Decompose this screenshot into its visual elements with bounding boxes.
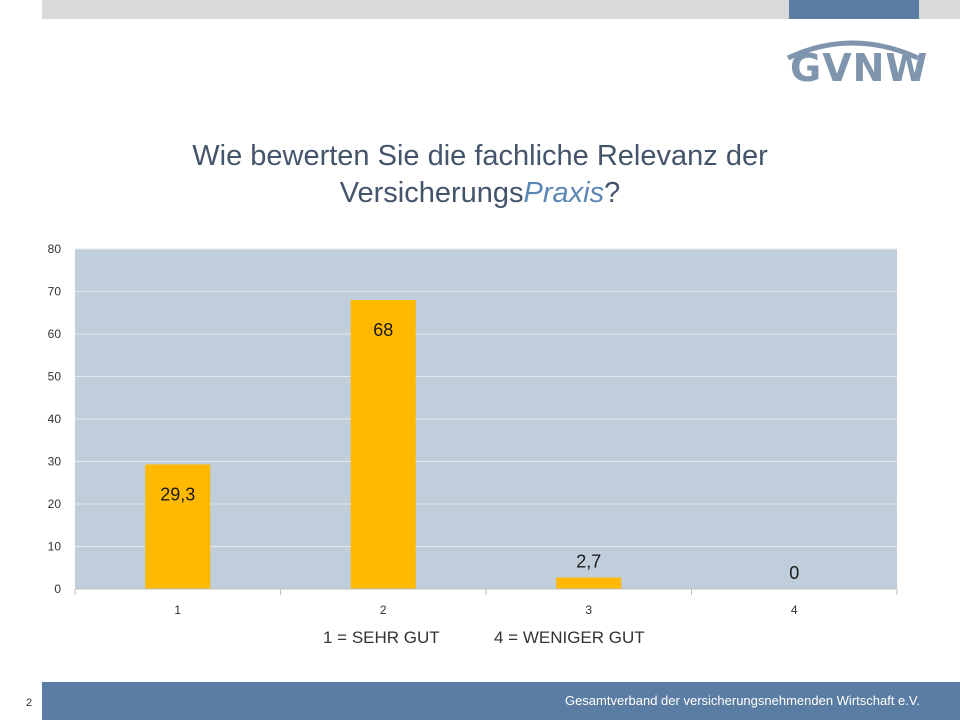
chart-title: Wie bewerten Sie die fachliche Relevanz …	[100, 138, 860, 212]
data-label: 29,3	[160, 484, 195, 504]
y-tick-label: 30	[48, 455, 62, 469]
bar	[350, 300, 416, 589]
logo-arc-icon	[786, 40, 920, 61]
x-axis	[74, 588, 898, 595]
x-tick-label: 4	[791, 603, 798, 617]
title-line-1: Wie bewerten Sie die fachliche Relevanz …	[192, 140, 768, 172]
bar	[556, 577, 622, 589]
title-italic: Praxis	[523, 177, 605, 209]
y-tick-label: 50	[48, 370, 62, 384]
scale-note-worst: 4 = WENIGER GUT	[494, 628, 645, 647]
title-suffix: ?	[604, 177, 621, 209]
data-label: 68	[373, 320, 393, 340]
y-tick-label: 80	[48, 242, 62, 256]
x-tick-label: 3	[585, 603, 592, 617]
gridlines	[75, 248, 897, 547]
page-number: 2	[26, 697, 33, 709]
gvnw-logo: GVNW	[786, 36, 927, 90]
y-tick-label: 10	[48, 540, 62, 554]
y-tick-label: 20	[48, 497, 62, 511]
y-axis-ticks: 0 10 20 30 40 50 60 70 80	[48, 242, 62, 596]
x-tick-label: 2	[380, 603, 387, 617]
footer-bar: Gesamtverband der versicherungsnehmenden…	[42, 682, 960, 720]
top-bar	[42, 0, 960, 19]
y-tick-label: 60	[48, 327, 62, 341]
footer-text: Gesamtverband der versicherungsnehmenden…	[564, 693, 920, 708]
logo-text: GVNW	[790, 46, 929, 90]
title-prefix: Versicherungs	[339, 177, 524, 209]
data-label: 2,7	[576, 552, 601, 572]
title-line-2: VersicherungsPraxis?	[100, 175, 860, 212]
x-axis-ticks: 1 2 3 4	[174, 603, 798, 617]
y-tick-label: 40	[48, 412, 62, 426]
y-tick-label: 0	[54, 582, 61, 596]
bars	[145, 300, 622, 589]
bar	[145, 464, 211, 589]
scale-note-best: 1 = SEHR GUT	[323, 628, 440, 647]
x-tick-label: 1	[174, 603, 181, 617]
data-labels: 29,3 68 2,7 0	[160, 320, 799, 583]
data-label: 0	[789, 563, 799, 583]
top-accent-bar	[789, 0, 919, 19]
y-tick-label: 70	[48, 285, 62, 299]
